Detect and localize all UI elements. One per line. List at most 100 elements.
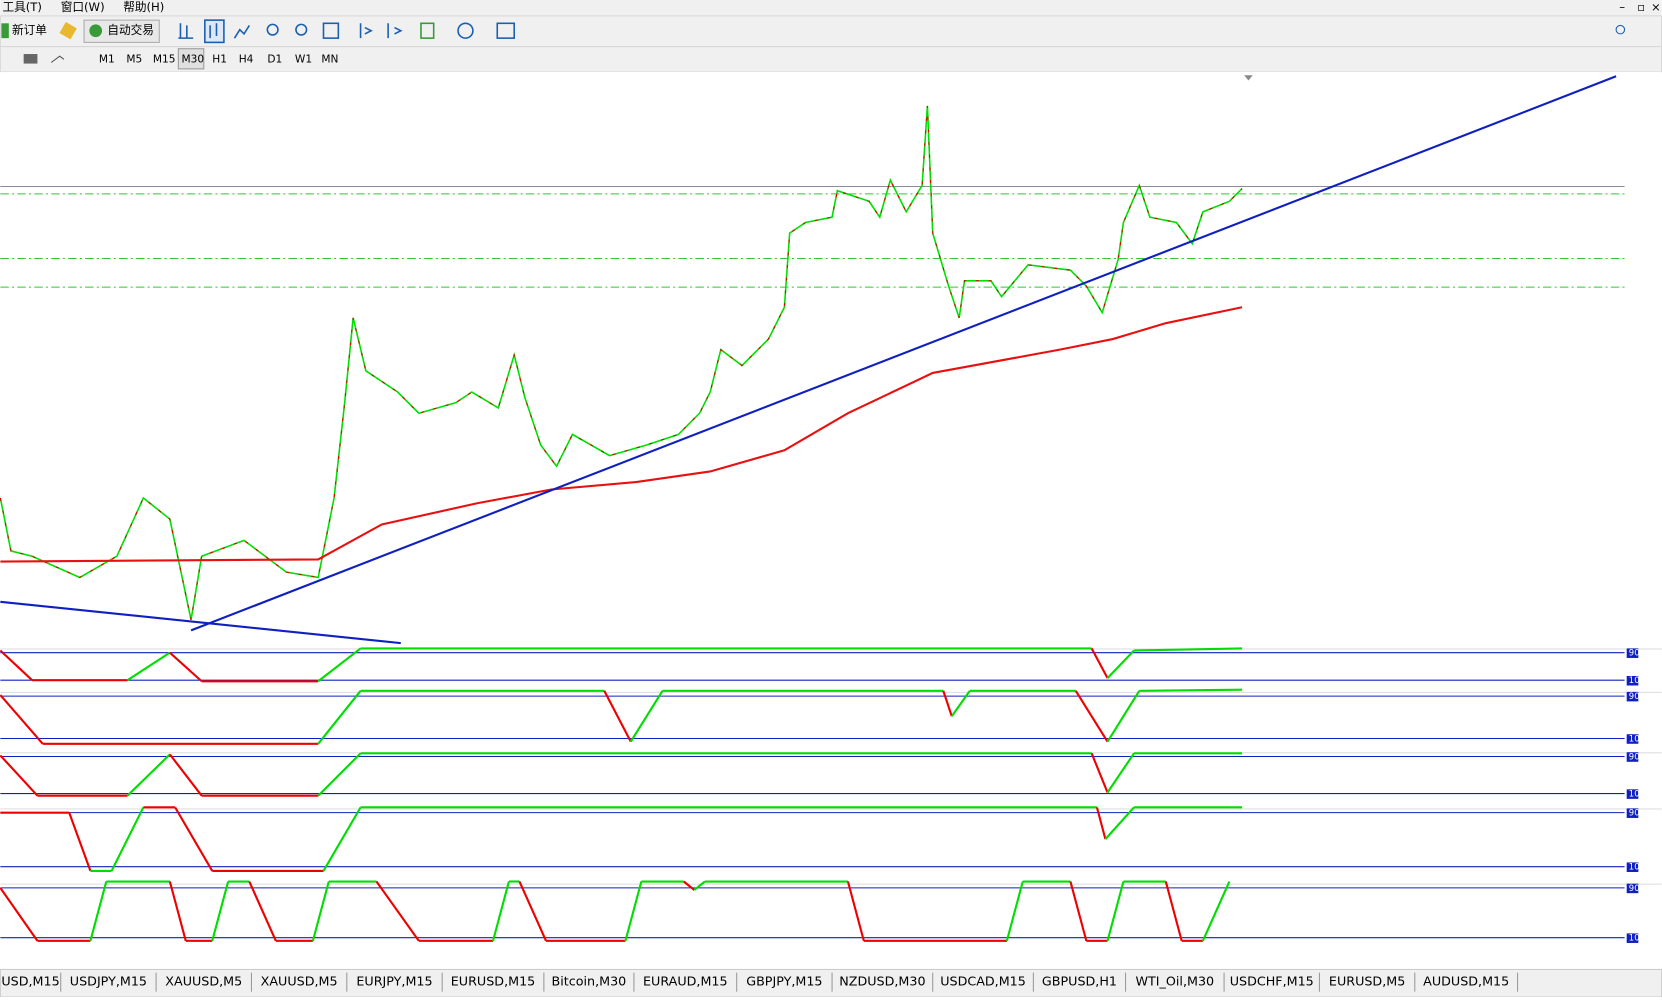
level-tag: [1626, 752, 1639, 762]
timeframes: M1 M5 M15 M30 H1 H4 D1 W1 MN: [99, 48, 338, 70]
oscillator: [248, 881, 277, 942]
oscillator: [317, 690, 362, 745]
level-tag: [1626, 789, 1639, 799]
search-icon[interactable]: [1615, 24, 1626, 35]
level-label: 10: [1629, 862, 1640, 872]
indicator-separator: [0, 691, 1662, 693]
oscillator: [1106, 752, 1135, 794]
timeframe-button[interactable]: M15: [153, 53, 176, 65]
oscillator: [317, 647, 362, 683]
level-tag: [1626, 933, 1639, 943]
chart-tab[interactable]: USD,M15: [1, 974, 59, 989]
menu-bar: [0, 0, 1662, 16]
timeframe-button[interactable]: M30: [182, 53, 205, 65]
chart-tab[interactable]: USDJPY,M15: [70, 974, 147, 989]
menu-item[interactable]: 工具(T): [2, 0, 41, 14]
oscillator: [1074, 690, 1109, 743]
chart-tab[interactable]: XAUUSD,M5: [165, 974, 242, 989]
chart-tab[interactable]: NZDUSD,M30: [839, 974, 925, 989]
indicator-panels: 90 10 90 10 90 10 90 10 90 10: [0, 647, 1662, 943]
close[interactable]: ×: [1651, 0, 1661, 14]
oscillator: [518, 881, 547, 942]
chart-tab[interactable]: Bitcoin,M30: [552, 974, 627, 989]
oscillator: [174, 806, 214, 872]
oscillator: [1069, 881, 1088, 942]
oscillator: [1106, 881, 1125, 942]
chart-tab[interactable]: GBPJPY,M15: [746, 974, 822, 989]
timeframe-button[interactable]: D1: [267, 53, 282, 65]
timeframe-button[interactable]: H4: [239, 53, 254, 65]
oscillator: [1095, 807, 1107, 840]
chart-area: [0, 72, 1662, 970]
navigator-icon[interactable]: [59, 22, 77, 40]
new-order-icon[interactable]: [1, 23, 9, 39]
chart-shift-icon[interactable]: [23, 54, 38, 64]
chart-tab[interactable]: USDCHF,M15: [1230, 974, 1314, 989]
trendline: [0, 600, 401, 645]
level-tag: [1626, 808, 1639, 818]
chart-tab[interactable]: AUDUSD,M15: [1423, 974, 1509, 989]
tools-icon[interactable]: [50, 55, 65, 63]
auto-trading-button[interactable]: 自动交易: [107, 23, 154, 37]
oscillator: [624, 881, 643, 942]
menu-item[interactable]: 帮助(H): [123, 0, 164, 14]
oscillator: [311, 881, 330, 942]
chart-tab[interactable]: EURJPY,M15: [356, 974, 432, 989]
oscillator: [126, 651, 171, 682]
chart-tab[interactable]: XAUUSD,M5: [261, 974, 338, 989]
restore[interactable]: ▫: [1637, 0, 1645, 14]
level-label: 90: [1629, 691, 1640, 701]
oscillator: [375, 880, 420, 942]
timeframe-button[interactable]: W1: [295, 53, 312, 65]
chart-tabs: USD,M15 USDJPY,M15 XAUUSD,M5 XAUUSD,M5 EURJP…: [1, 972, 1519, 992]
oscillator: [0, 694, 44, 745]
oscillator: [110, 806, 145, 872]
level-label: 90: [1629, 883, 1640, 893]
chart-tab[interactable]: EURAUD,M15: [643, 974, 728, 989]
minimize[interactable]: –: [1619, 0, 1625, 14]
chart-tab[interactable]: EURUSD,M15: [451, 974, 535, 989]
oscillator: [629, 690, 664, 743]
chart-tab[interactable]: WTI_Oil,M30: [1135, 974, 1214, 989]
toolbar-icons[interactable]: [178, 19, 516, 44]
oscillator: [603, 690, 632, 743]
bearish-candles: [0, 105, 1243, 620]
oscillator: [1005, 881, 1024, 942]
oscillator: [950, 690, 971, 717]
oscillator: [168, 881, 187, 942]
oscillator: [211, 881, 230, 942]
oscillator: [1133, 647, 1243, 652]
oscillator: [683, 880, 695, 891]
level-label: 90: [1629, 808, 1640, 818]
chart-tab[interactable]: EURUSD,M5: [1329, 974, 1405, 989]
oscillator: [126, 753, 171, 797]
chart-tab[interactable]: GBPUSD,H1: [1042, 974, 1117, 989]
oscillator: [0, 649, 33, 681]
level-tag: [1626, 675, 1639, 686]
timeframe-button[interactable]: MN: [321, 53, 338, 65]
moving-average: [0, 306, 1243, 563]
new-order-button[interactable]: 新订单: [12, 23, 47, 37]
oscillator: [0, 754, 39, 797]
level-tag: [1626, 862, 1639, 872]
oscillator: [693, 880, 706, 891]
oscillator: [169, 651, 203, 683]
tab-bar: [0, 968, 1662, 998]
auto-trading-box[interactable]: [83, 19, 160, 43]
timeframe-button[interactable]: M5: [126, 53, 142, 65]
oscillator: [846, 881, 865, 942]
chart-tab[interactable]: USDCAD,M15: [940, 974, 1026, 989]
auto-trading-icon[interactable]: [89, 24, 103, 38]
oscillator: [1106, 649, 1135, 679]
timeframe-button[interactable]: H1: [212, 53, 227, 65]
toolbar: [0, 15, 1662, 48]
oscillator: [1090, 647, 1109, 679]
timeframe-button[interactable]: M1: [99, 53, 115, 65]
oscillator: [1164, 881, 1183, 942]
oscillator: [1106, 690, 1141, 743]
level-tag: [1626, 883, 1639, 894]
oscillator: [1139, 688, 1243, 692]
trendline: [190, 75, 1617, 632]
timeframe-active[interactable]: [177, 48, 205, 70]
menu-item[interactable]: 窗口(W): [61, 0, 105, 14]
